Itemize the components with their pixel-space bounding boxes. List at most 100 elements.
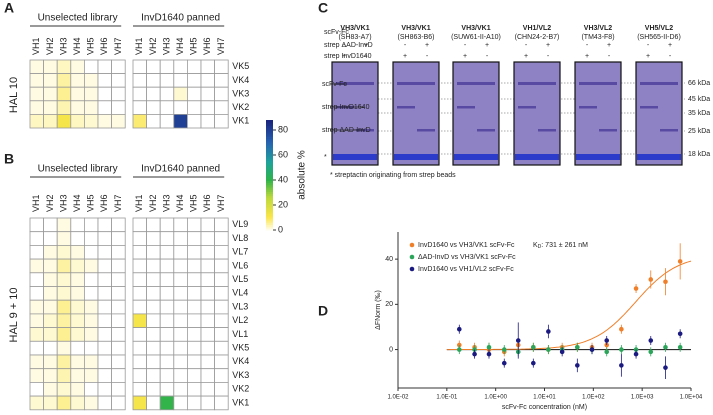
heatmap-cell bbox=[159, 59, 175, 75]
lane-clone: (SH565-II-D6) bbox=[637, 34, 681, 41]
heatmap-cell bbox=[200, 231, 216, 246]
colorbar-segment bbox=[266, 153, 273, 156]
heatmap-cell bbox=[173, 368, 188, 383]
gel-band bbox=[640, 106, 658, 109]
heatmap-cell bbox=[70, 313, 85, 328]
gel-band bbox=[538, 129, 556, 132]
sign: + bbox=[364, 42, 368, 49]
gel-band bbox=[660, 129, 678, 132]
heatmap-cell bbox=[111, 217, 126, 233]
group-header: InvD1640 panned bbox=[141, 13, 220, 24]
data-point bbox=[619, 326, 624, 332]
heatmap-cell bbox=[173, 286, 188, 301]
heatmap-cell bbox=[43, 340, 58, 356]
gel-band bbox=[518, 106, 536, 109]
heatmap-cell bbox=[159, 313, 175, 328]
column-label: VH5 bbox=[86, 37, 96, 55]
colorbar-tick-label: 20 bbox=[278, 199, 288, 209]
colorbar-segment bbox=[266, 121, 273, 125]
column-label: VH5 bbox=[189, 194, 199, 212]
heatmap-cell bbox=[29, 327, 45, 342]
gel-band bbox=[417, 129, 435, 132]
heatmap-cell bbox=[111, 100, 126, 115]
colorbar-segment bbox=[266, 187, 273, 191]
gel-row-label: strep ΔAD-InvD bbox=[324, 42, 373, 49]
heatmap-cell bbox=[173, 86, 188, 102]
heatmap-cell bbox=[111, 258, 126, 274]
colorbar-segment bbox=[266, 132, 273, 136]
sign: - bbox=[464, 42, 467, 49]
colorbar-segment bbox=[266, 209, 273, 213]
heatmap-cell bbox=[84, 217, 99, 233]
heatmap-cell bbox=[146, 231, 161, 246]
column-label: VH7 bbox=[216, 37, 226, 55]
heatmap-cell bbox=[56, 286, 72, 301]
colorbar-segment bbox=[266, 129, 273, 132]
colorbar-segment bbox=[266, 219, 273, 222]
heatmap-cell bbox=[186, 86, 202, 102]
heatmap-cell bbox=[84, 73, 99, 88]
lane-name: VH3/VL2 bbox=[584, 25, 613, 32]
heatmap-cell bbox=[200, 340, 216, 356]
heatmap-cell bbox=[173, 231, 188, 246]
heatmap-cell bbox=[97, 244, 113, 260]
gel-band bbox=[576, 154, 620, 160]
sign: + bbox=[646, 53, 650, 60]
gel-band bbox=[518, 82, 556, 85]
heatmap-cell bbox=[29, 86, 45, 102]
heatmap-cell bbox=[186, 395, 202, 411]
colorbar-segment bbox=[266, 178, 273, 181]
colorbar-segment bbox=[266, 165, 273, 169]
heatmap-cell bbox=[70, 368, 85, 383]
x-tick-label: 1.0E+04 bbox=[680, 395, 703, 401]
heatmap-cell bbox=[173, 59, 188, 75]
heatmap-cell bbox=[186, 100, 202, 115]
row-label: VL2 bbox=[232, 315, 248, 325]
heatmap-cell bbox=[84, 244, 99, 260]
heatmap-cell bbox=[214, 217, 229, 233]
heatmap-cell bbox=[200, 217, 216, 233]
heatmap-cell bbox=[132, 272, 148, 287]
colorbar-segment bbox=[266, 208, 273, 211]
colorbar-segment bbox=[266, 173, 273, 176]
colorbar-segment bbox=[266, 191, 273, 194]
gel-band bbox=[640, 82, 678, 85]
heatmap-cell bbox=[84, 313, 99, 328]
heatmap-cell bbox=[200, 327, 216, 342]
colorbar-segment bbox=[266, 147, 273, 150]
heatmap-cell bbox=[111, 73, 126, 88]
heatmap-cell bbox=[214, 286, 229, 301]
heatmap-cell bbox=[56, 381, 72, 397]
heatmap-cell bbox=[200, 86, 216, 102]
heatmap-cell bbox=[146, 100, 161, 115]
heatmap-cell bbox=[173, 340, 188, 356]
data-point bbox=[456, 326, 462, 332]
gel-band bbox=[356, 129, 374, 132]
data-point bbox=[677, 331, 683, 337]
colorbar-segment bbox=[266, 171, 273, 174]
colorbar-segment bbox=[266, 140, 273, 143]
heatmap-cell bbox=[146, 299, 161, 315]
heatmap-cell bbox=[214, 272, 229, 287]
heatmap-cell bbox=[132, 381, 148, 397]
column-label: VH2 bbox=[148, 194, 158, 212]
heatmap-cell bbox=[97, 217, 113, 233]
side-title: HAL 9 + 10 bbox=[8, 288, 20, 343]
heatmap-cell bbox=[173, 244, 188, 260]
gel-band bbox=[333, 154, 377, 160]
heatmap-cell bbox=[146, 395, 161, 411]
heatmap-cell bbox=[132, 244, 148, 260]
side-title: HAL 10 bbox=[8, 77, 20, 113]
heatmap-cell bbox=[56, 100, 72, 115]
heatmap-cell bbox=[56, 368, 72, 383]
heatmap-cell bbox=[186, 354, 202, 370]
heatmap-cell bbox=[186, 59, 202, 75]
heatmap-cell bbox=[84, 327, 99, 342]
column-label: VH1 bbox=[134, 37, 144, 55]
heatmap-cell bbox=[173, 395, 188, 411]
heatmap-cell bbox=[56, 86, 72, 102]
gel-lane bbox=[513, 61, 561, 166]
heatmap-cell bbox=[173, 381, 188, 397]
heatmap-cell bbox=[186, 368, 202, 383]
heatmap-cell bbox=[29, 59, 45, 75]
